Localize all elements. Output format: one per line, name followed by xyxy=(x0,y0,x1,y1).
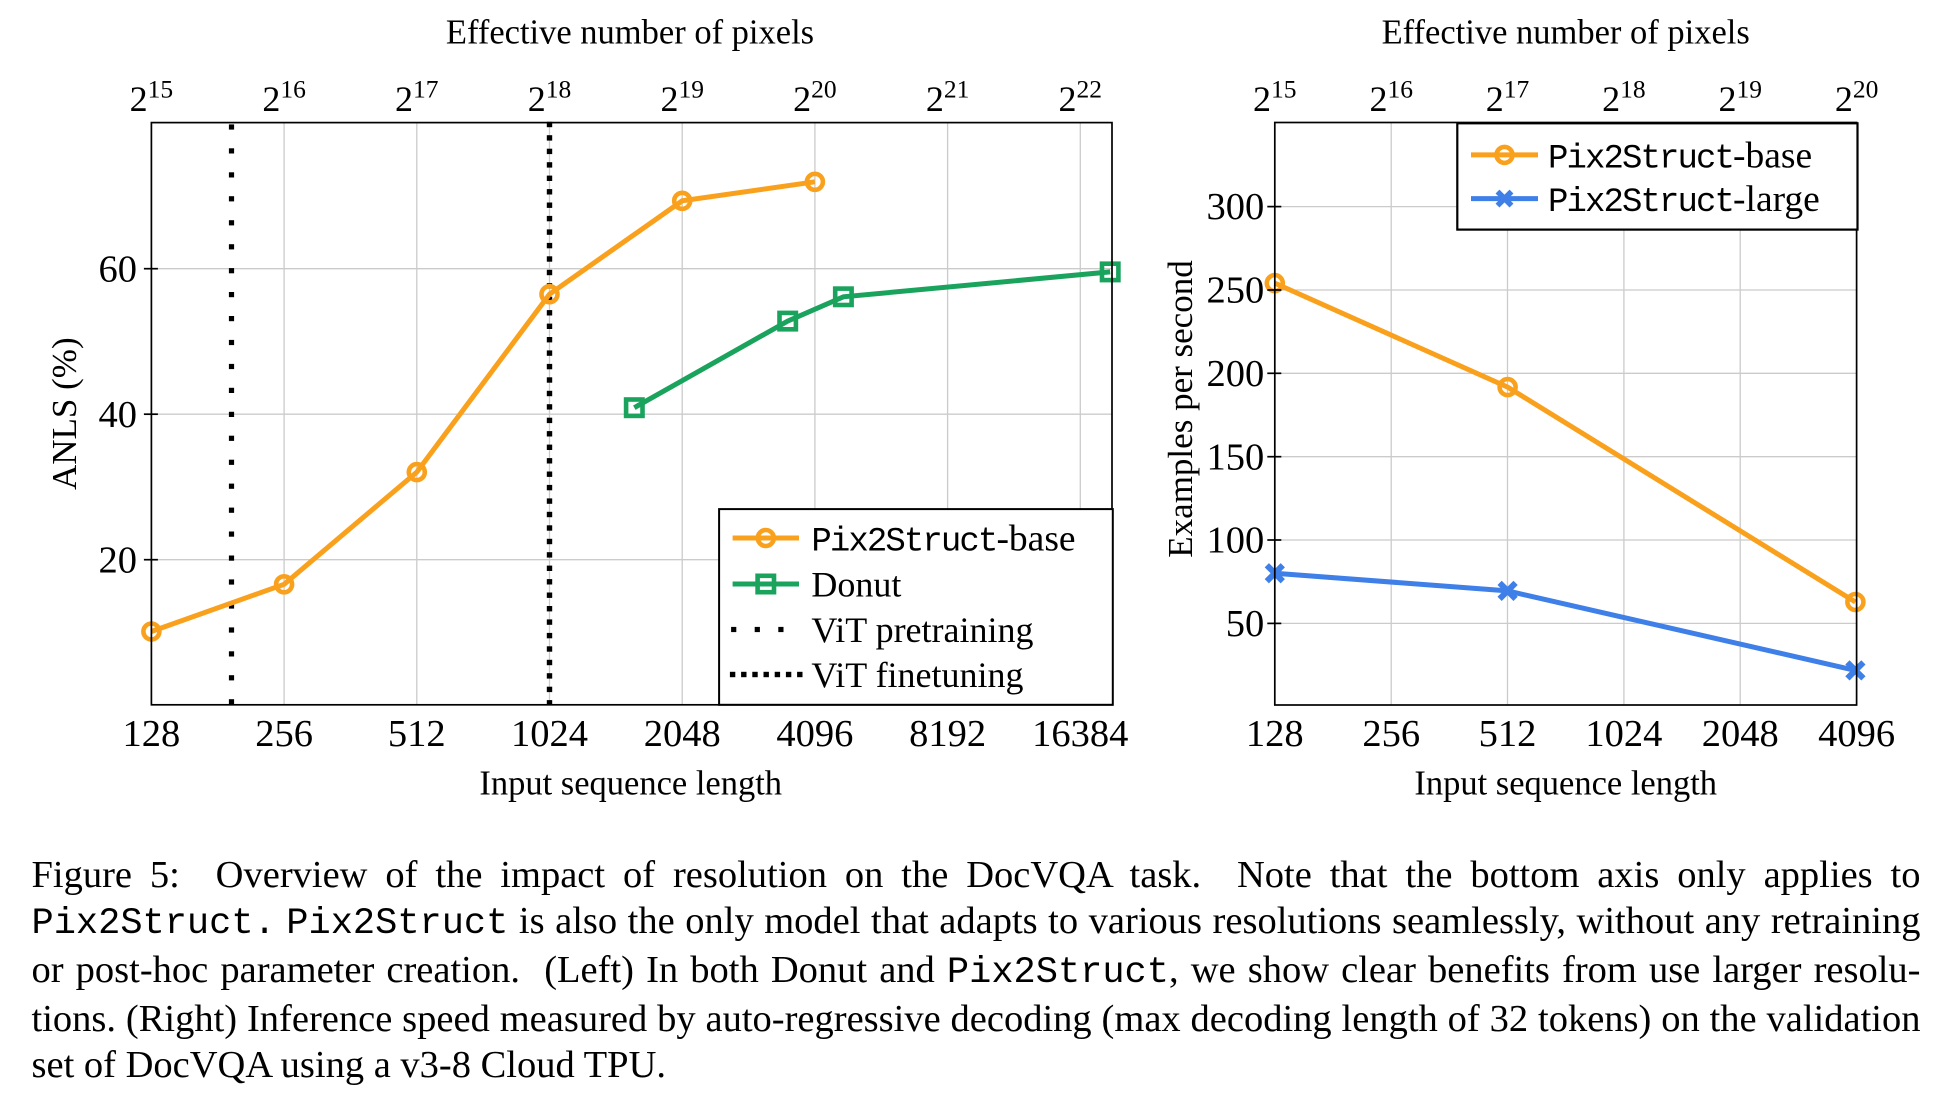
svg-text:Effective number of pixels: Effective number of pixels xyxy=(446,14,814,52)
svg-text:Pix2Struct-large: Pix2Struct-large xyxy=(1548,179,1820,222)
svg-text:ANLS (%): ANLS (%) xyxy=(45,337,84,490)
svg-text:512: 512 xyxy=(388,713,446,755)
svg-text:512: 512 xyxy=(1479,713,1537,755)
svg-text:218: 218 xyxy=(528,75,572,120)
svg-text:ViT pretraining: ViT pretraining xyxy=(811,610,1033,650)
svg-text:256: 256 xyxy=(1362,713,1420,755)
svg-text:40: 40 xyxy=(99,394,138,436)
svg-text:8192: 8192 xyxy=(909,713,986,755)
svg-text:220: 220 xyxy=(793,75,837,120)
svg-text:150: 150 xyxy=(1207,436,1265,478)
svg-text:2048: 2048 xyxy=(1702,713,1779,755)
svg-text:60: 60 xyxy=(99,248,138,290)
svg-text:200: 200 xyxy=(1207,353,1265,395)
svg-text:216: 216 xyxy=(262,75,306,120)
svg-text:220: 220 xyxy=(1835,75,1879,120)
svg-text:217: 217 xyxy=(395,75,439,120)
svg-text:215: 215 xyxy=(1253,75,1297,120)
svg-text:128: 128 xyxy=(1246,713,1304,755)
svg-text:222: 222 xyxy=(1059,75,1103,120)
svg-text:4096: 4096 xyxy=(1818,713,1895,755)
svg-text:Pix2Struct-base: Pix2Struct-base xyxy=(1548,135,1812,178)
svg-text:Examples per second: Examples per second xyxy=(1161,260,1200,558)
svg-text:215: 215 xyxy=(130,75,174,120)
svg-text:Input sequence length: Input sequence length xyxy=(1414,764,1717,802)
svg-text:1024: 1024 xyxy=(511,713,588,755)
svg-text:50: 50 xyxy=(1226,603,1265,645)
svg-text:216: 216 xyxy=(1369,75,1413,120)
svg-text:ViT finetuning: ViT finetuning xyxy=(811,655,1023,695)
svg-text:Input sequence length: Input sequence length xyxy=(479,764,782,802)
svg-text:250: 250 xyxy=(1207,270,1265,312)
svg-text:217: 217 xyxy=(1486,75,1530,120)
svg-text:300: 300 xyxy=(1207,186,1265,228)
svg-text:Donut: Donut xyxy=(811,565,901,605)
svg-text:221: 221 xyxy=(926,75,970,120)
svg-text:Pix2Struct-base: Pix2Struct-base xyxy=(811,519,1075,562)
svg-text:2048: 2048 xyxy=(644,713,721,755)
svg-text:219: 219 xyxy=(1718,75,1762,120)
svg-text:256: 256 xyxy=(255,713,313,755)
svg-text:16384: 16384 xyxy=(1032,713,1128,755)
svg-text:4096: 4096 xyxy=(776,713,853,755)
svg-text:218: 218 xyxy=(1602,75,1646,120)
svg-text:128: 128 xyxy=(123,713,181,755)
svg-text:100: 100 xyxy=(1207,520,1265,562)
svg-text:1024: 1024 xyxy=(1585,713,1662,755)
svg-text:219: 219 xyxy=(660,75,704,120)
svg-text:Effective number of pixels: Effective number of pixels xyxy=(1382,14,1750,52)
svg-text:20: 20 xyxy=(99,539,138,581)
